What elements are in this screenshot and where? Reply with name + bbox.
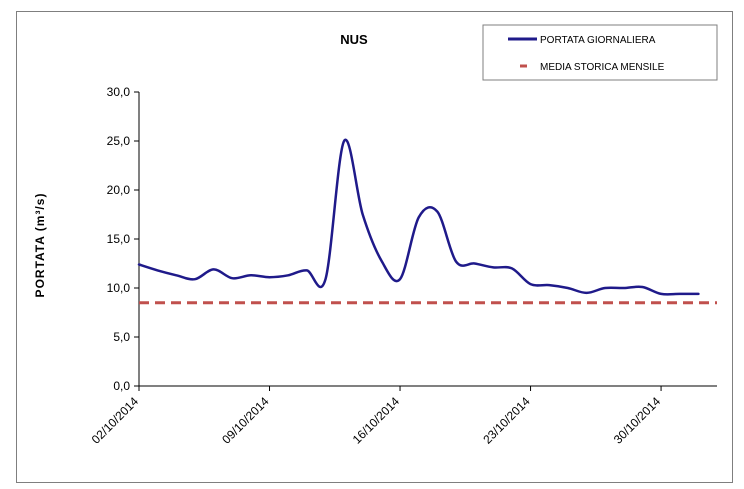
y-tick-label: 0,0 <box>113 379 130 393</box>
series-line-portata-giornaliera <box>137 138 700 296</box>
chart-frame: NUS PORTATA GIORNALIERA MEDIA STORICA ME… <box>16 11 733 483</box>
y-tick-label: 10,0 <box>107 281 131 295</box>
x-tick-label: 30/10/2014 <box>611 394 664 447</box>
y-tick-label: 5,0 <box>113 330 130 344</box>
legend-label-portata-giornaliera: PORTATA GIORNALIERA <box>540 35 656 46</box>
y-tick-label: 25,0 <box>107 134 131 148</box>
y-tick-label: 20,0 <box>107 183 131 197</box>
y-tick-label: 15,0 <box>107 232 131 246</box>
x-tick-label: 02/10/2014 <box>89 394 142 447</box>
series-layer <box>137 138 717 305</box>
legend-label-media-storica-mensile: MEDIA STORICA MENSILE <box>540 62 665 73</box>
y-tick-label: 30,0 <box>107 85 131 99</box>
x-tick-label: 09/10/2014 <box>219 394 272 447</box>
legend-box <box>482 24 718 81</box>
chart-title: NUS <box>340 32 368 47</box>
chart-svg: NUS PORTATA GIORNALIERA MEDIA STORICA ME… <box>33 24 718 447</box>
y-axis-title: PORTATA (m³/s) <box>33 193 47 298</box>
legend: PORTATA GIORNALIERA MEDIA STORICA MENSIL… <box>482 24 718 81</box>
x-tick-label: 16/10/2014 <box>350 394 403 447</box>
x-axis: 02/10/2014 09/10/2014 16/10/2014 23/10/2014… <box>89 385 717 447</box>
y-axis: 0,0 5,0 10,0 15,0 20,0 25,0 30,0 <box>107 85 140 393</box>
x-tick-label: 23/10/2014 <box>480 394 533 447</box>
